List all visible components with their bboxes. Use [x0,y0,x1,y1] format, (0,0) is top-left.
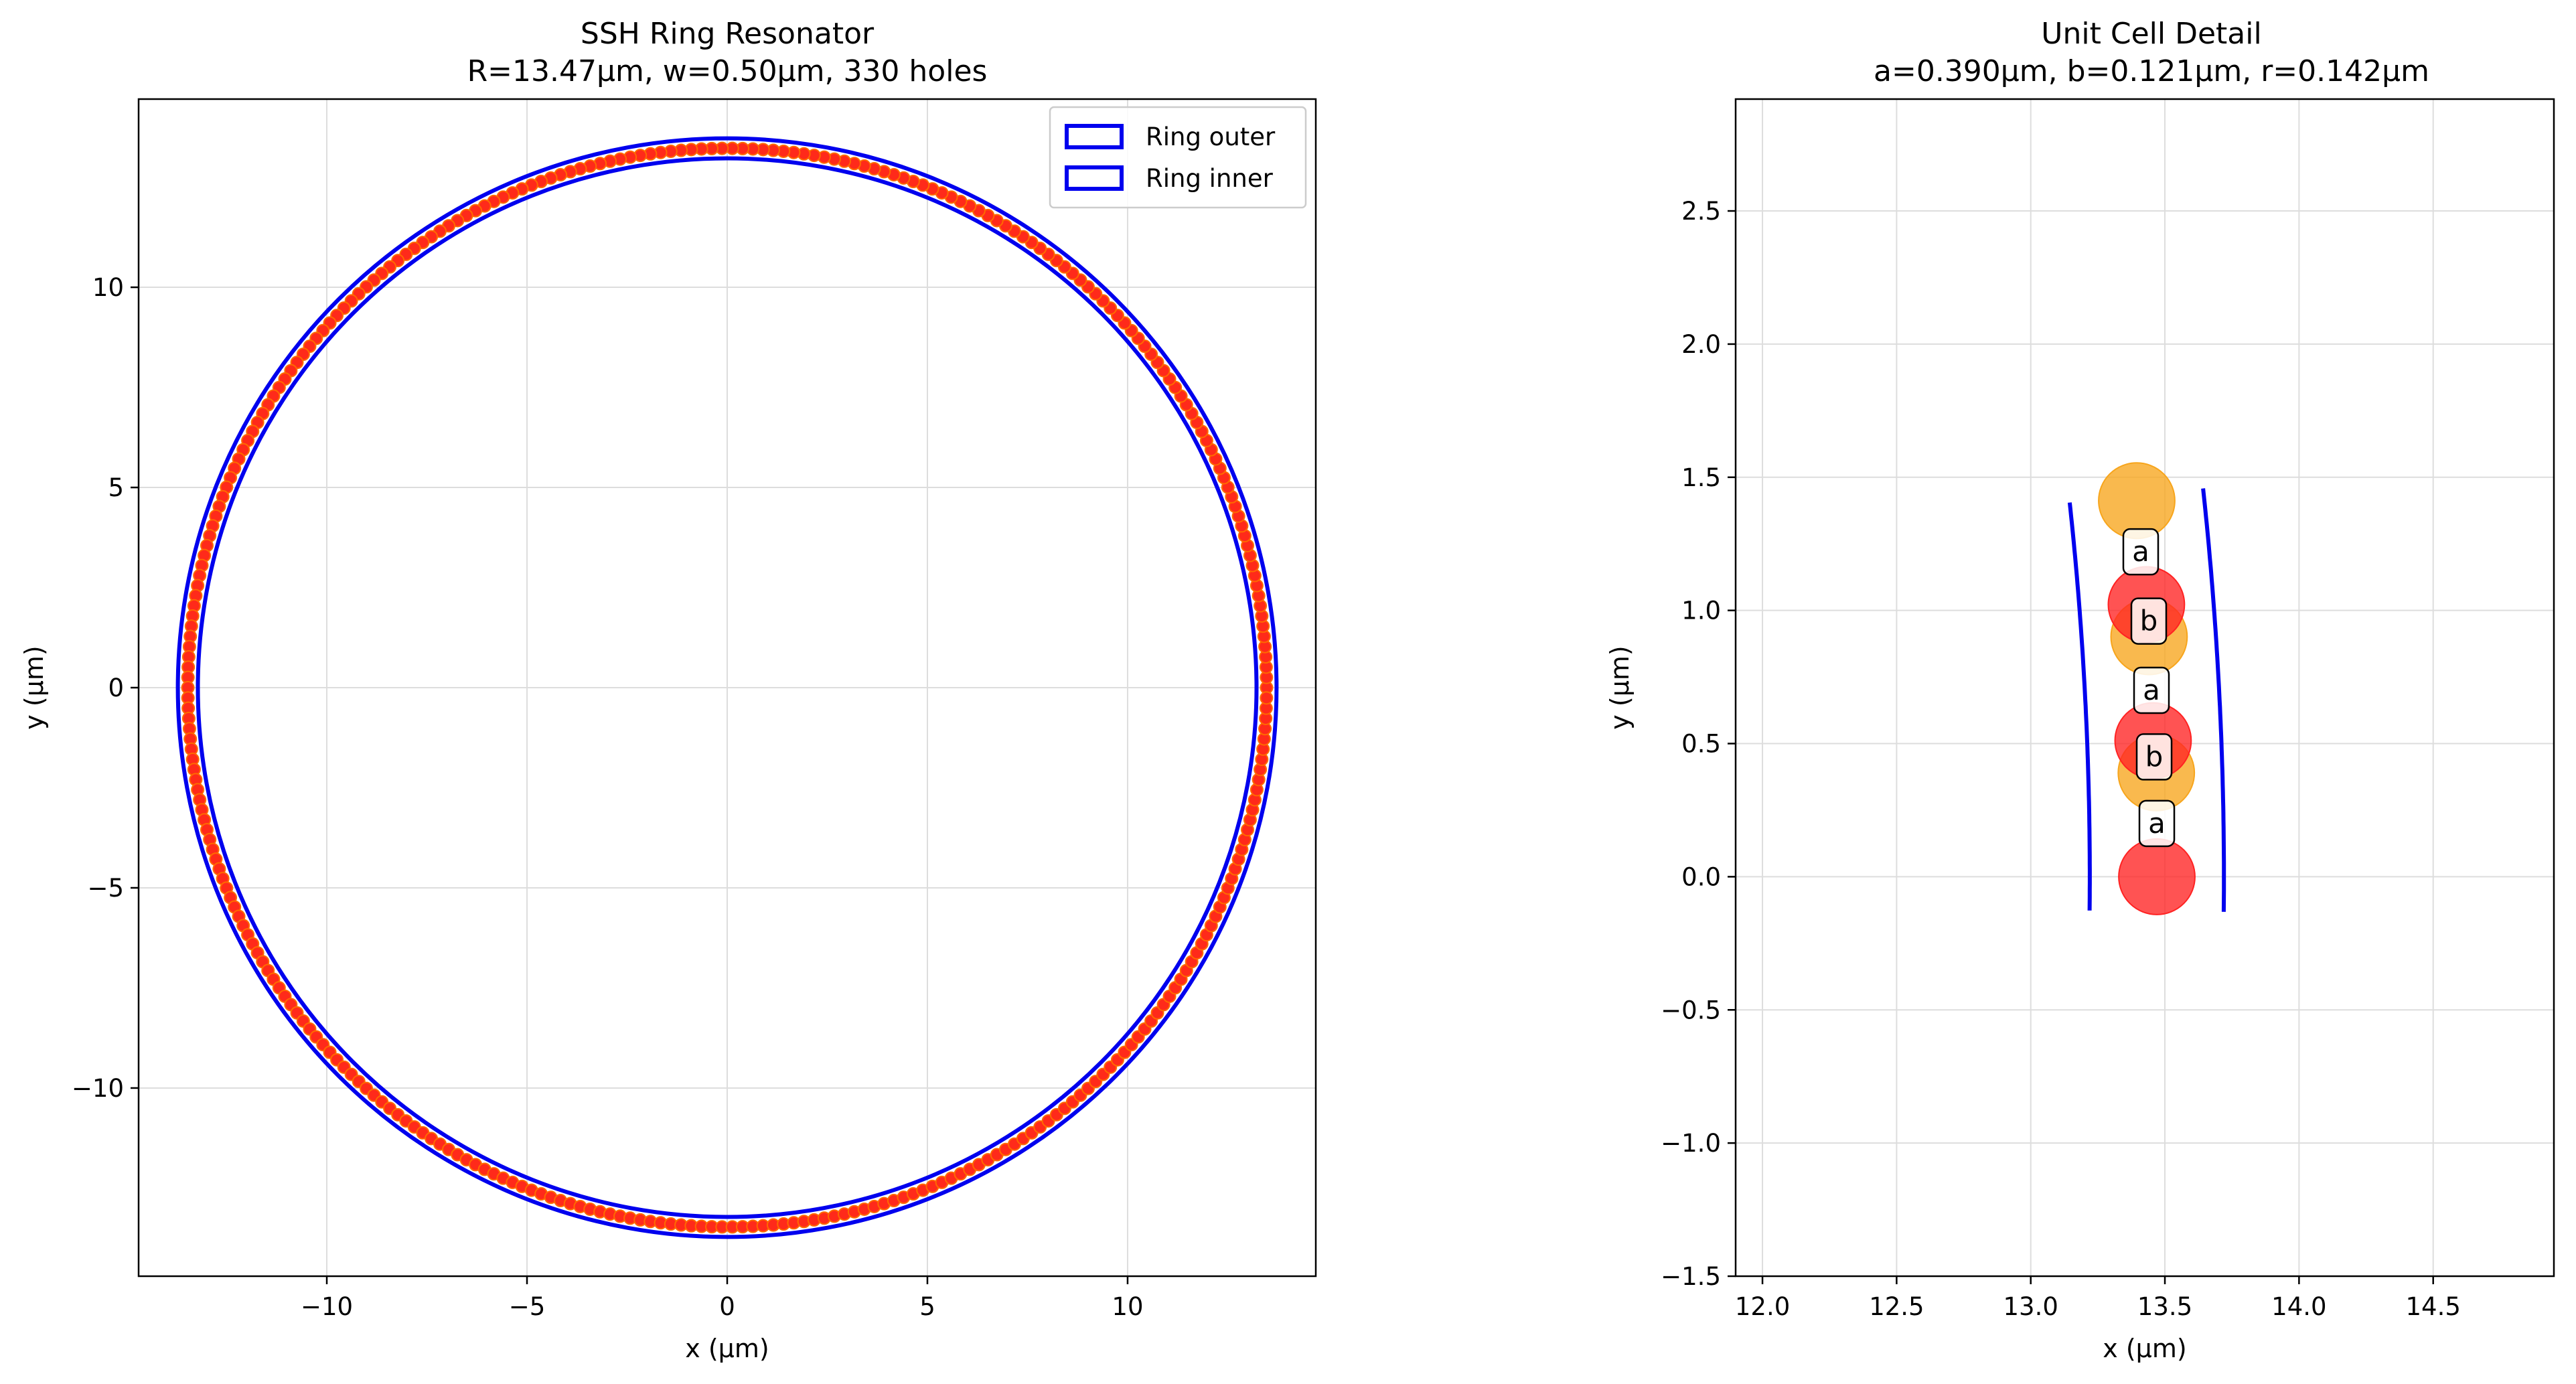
unit-cell-y-tick-label: 1.5 [1681,463,1721,492]
unit-cell-label: b [2140,605,2158,637]
unit-cell-label: a [2143,674,2160,706]
unit-cell-x-tick-label: 12.5 [1869,1292,1924,1321]
ring-y-tick-label: −5 [87,874,124,903]
unit-cell-hole [2098,462,2176,540]
unit-cell-y-tick-label: −1.0 [1661,1129,1721,1158]
ring-y-tick-label: 10 [92,273,124,302]
unit-cell-label: a [2132,535,2149,568]
ring-x-axis-label: x (μm) [685,1334,769,1363]
ring-holes [181,141,1274,1234]
unit-cell-y-tick-label: 0.0 [1681,862,1721,891]
unit-cell-label-box [2133,666,2170,714]
unit-cell-spacing-labels: a b a b a [2122,528,2176,848]
legend-swatch-ring-inner [1065,165,1124,191]
ring-x-tick-label: 5 [919,1292,935,1321]
ring-x-tick-label: −5 [509,1292,546,1321]
unit-cell-label: b [2145,740,2164,773]
unit-cell-y-tick-label: −1.5 [1661,1262,1721,1291]
ring-resonator-panel: SSH Ring Resonator R=13.47μm, w=0.50μm, … [19,17,1317,1363]
unit-cell-y-ticks: −1.5 −1.0 −0.5 0.0 0.5 1.0 1.5 2.0 2.5 [1661,197,1736,1291]
ring-x-ticks: −10 −5 0 5 10 [301,1276,1144,1321]
unit-cell-label-box [2135,733,2173,781]
ring-y-axis-label: y (μm) [19,645,49,729]
unit-cell-label-box [2138,799,2176,848]
ring-y-tick-label: 5 [108,473,124,502]
unit-cell-x-tick-label: 12.0 [1735,1292,1790,1321]
ring-hole-marker [1260,691,1274,705]
unit-cell-x-tick-label: 14.5 [2406,1292,2461,1321]
ring-y-tick-label: 0 [108,674,124,702]
unit-cell-title-line1: Unit Cell Detail [2041,17,2261,51]
ring-title-line2: R=13.47μm, w=0.50μm, 330 holes [467,54,988,88]
ring-x-tick-label: 10 [1112,1292,1143,1321]
unit-cell-hole [2118,838,2196,915]
unit-cell-y-tick-label: 2.5 [1681,197,1721,226]
unit-cell-plot-frame [1734,98,2555,1278]
unit-cell-y-tick-label: 2.0 [1681,330,1721,359]
unit-cell-outer-edge [2201,488,2226,912]
unit-cell-x-ticks: 12.0 12.5 13.0 13.5 14.0 14.5 [1735,1276,2461,1321]
unit-cell-label-box [2130,597,2168,645]
unit-cell-y-tick-label: 1.0 [1681,597,1721,625]
ring-outer-edge [175,136,1279,1239]
unit-cell-title-line2: a=0.390μm, b=0.121μm, r=0.142μm [1874,54,2429,88]
unit-cell-x-tick-label: 14.0 [2271,1292,2326,1321]
legend-swatch-ring-outer [1065,124,1124,149]
unit-cell-inner-edge [2067,502,2092,911]
unit-cell-y-tick-label: −0.5 [1661,996,1721,1024]
unit-cell-x-tick-label: 13.5 [2137,1292,2192,1321]
unit-cell-x-axis-label: x (μm) [2103,1334,2186,1363]
unit-cell-x-tick-label: 13.0 [2003,1292,2058,1321]
legend-label-ring-outer: Ring outer [1146,123,1276,151]
ring-inner-edge [196,156,1259,1219]
legend-box [1049,106,1307,209]
unit-cell-y-tick-label: 0.5 [1681,730,1721,759]
ring-gridlines [139,99,1316,1276]
unit-cell-panel: Unit Cell Detail a=0.390μm, b=0.121μm, r… [1605,17,2555,1363]
ring-waveguide [175,136,1279,1239]
unit-cell-y-axis-label: y (μm) [1605,645,1635,729]
ring-y-ticks: −10 −5 0 5 10 [72,273,139,1103]
ring-title-line1: SSH Ring Resonator [581,17,875,51]
unit-cell-label: a [2148,807,2166,840]
unit-cell-label-box [2122,528,2160,576]
legend-label-ring-inner: Ring inner [1146,164,1274,193]
unit-cell-waveguide-edges [2067,488,2226,912]
ring-x-tick-label: −10 [301,1292,353,1321]
legend: Ring outer Ring inner [1049,106,1307,209]
ring-y-tick-label: −10 [72,1074,124,1103]
ring-x-tick-label: 0 [719,1292,735,1321]
